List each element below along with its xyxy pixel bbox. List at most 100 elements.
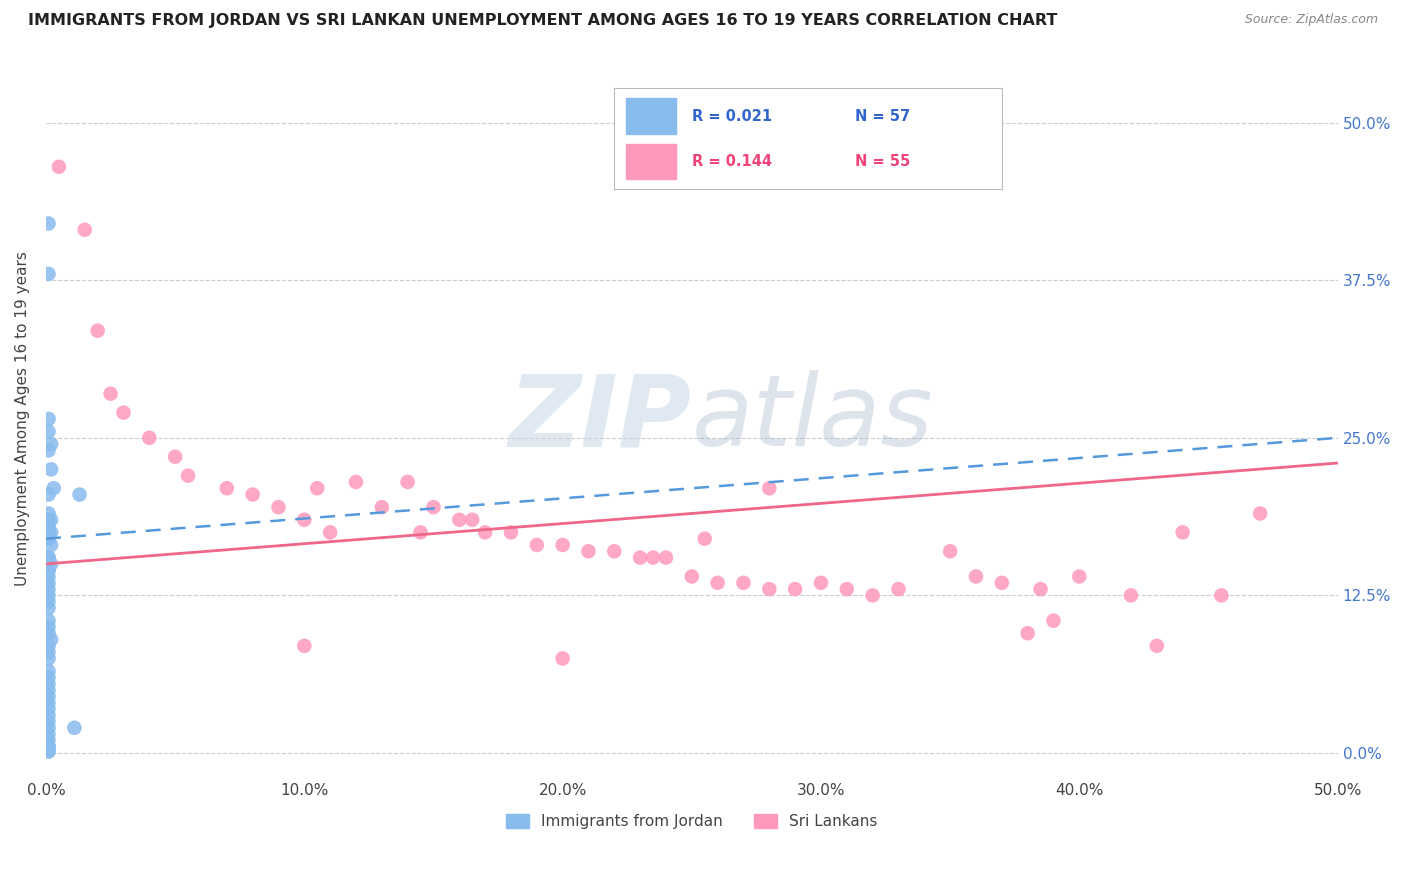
Point <box>38 487 60 501</box>
Point <box>38 557 60 571</box>
Point <box>307 481 329 495</box>
Point <box>38 575 60 590</box>
Point <box>38 532 60 546</box>
Point <box>38 696 60 710</box>
Point <box>267 500 290 515</box>
Point <box>292 639 315 653</box>
Point <box>38 550 60 565</box>
Point <box>38 582 60 596</box>
Point <box>38 443 60 458</box>
Point <box>810 575 832 590</box>
Point <box>965 569 987 583</box>
Point <box>38 267 60 281</box>
Point <box>38 620 60 634</box>
Point <box>38 550 60 565</box>
Point <box>38 563 60 577</box>
Point <box>38 614 60 628</box>
Point <box>39 513 62 527</box>
Point <box>319 525 342 540</box>
Point <box>39 557 62 571</box>
Point <box>1017 626 1039 640</box>
Point <box>939 544 962 558</box>
Point <box>38 714 60 729</box>
Point <box>38 595 60 609</box>
Y-axis label: Unemployment Among Ages 16 to 19 years: Unemployment Among Ages 16 to 19 years <box>15 252 30 586</box>
Point <box>785 582 807 596</box>
Point <box>38 532 60 546</box>
Point <box>38 664 60 678</box>
Point <box>39 632 62 647</box>
Point <box>138 431 160 445</box>
Point <box>706 575 728 590</box>
Point <box>38 670 60 684</box>
Text: ZIP: ZIP <box>509 370 692 467</box>
Point <box>38 702 60 716</box>
Point <box>835 582 858 596</box>
Text: Source: ZipAtlas.com: Source: ZipAtlas.com <box>1244 13 1378 27</box>
Point <box>551 651 574 665</box>
Point <box>38 721 60 735</box>
Point <box>39 437 62 451</box>
Point <box>526 538 548 552</box>
Point <box>38 743 60 757</box>
Point <box>39 462 62 476</box>
Point <box>38 645 60 659</box>
Point <box>991 575 1014 590</box>
Point <box>177 468 200 483</box>
Point <box>48 160 70 174</box>
Point <box>1171 525 1194 540</box>
Legend: Immigrants from Jordan, Sri Lankans: Immigrants from Jordan, Sri Lankans <box>501 808 883 835</box>
Point <box>693 532 716 546</box>
Point <box>887 582 910 596</box>
Point <box>38 739 60 754</box>
Point <box>38 217 60 231</box>
Point <box>409 525 432 540</box>
Point <box>628 550 651 565</box>
Point <box>1211 589 1233 603</box>
Point <box>100 386 122 401</box>
Point <box>86 324 108 338</box>
Text: IMMIGRANTS FROM JORDAN VS SRI LANKAN UNEMPLOYMENT AMONG AGES 16 TO 19 YEARS CORR: IMMIGRANTS FROM JORDAN VS SRI LANKAN UNE… <box>28 13 1057 29</box>
Point <box>38 563 60 577</box>
Point <box>38 589 60 603</box>
Point <box>38 525 60 540</box>
Point <box>733 575 755 590</box>
Point <box>371 500 394 515</box>
Point <box>396 475 419 489</box>
Point <box>1042 614 1064 628</box>
Point <box>344 475 367 489</box>
Point <box>1069 569 1091 583</box>
Point <box>1249 507 1271 521</box>
Point <box>292 513 315 527</box>
Point <box>681 569 703 583</box>
Point <box>1029 582 1052 596</box>
Point <box>461 513 484 527</box>
Point <box>165 450 187 464</box>
Point <box>38 513 60 527</box>
Point <box>38 569 60 583</box>
Point <box>69 487 91 501</box>
Point <box>1146 639 1168 653</box>
Point <box>38 651 60 665</box>
Point <box>578 544 600 558</box>
Point <box>655 550 678 565</box>
Point <box>862 589 884 603</box>
Point <box>551 538 574 552</box>
Point <box>499 525 522 540</box>
Point <box>38 519 60 533</box>
Point <box>603 544 626 558</box>
Point <box>38 745 60 759</box>
Point <box>758 582 780 596</box>
Point <box>73 223 96 237</box>
Point <box>474 525 496 540</box>
Point <box>641 550 664 565</box>
Point <box>63 721 86 735</box>
Point <box>1119 589 1142 603</box>
Point <box>38 507 60 521</box>
Point <box>38 639 60 653</box>
Point <box>38 708 60 723</box>
Point <box>38 690 60 704</box>
Point <box>112 406 135 420</box>
Point <box>38 739 60 754</box>
Point <box>449 513 471 527</box>
